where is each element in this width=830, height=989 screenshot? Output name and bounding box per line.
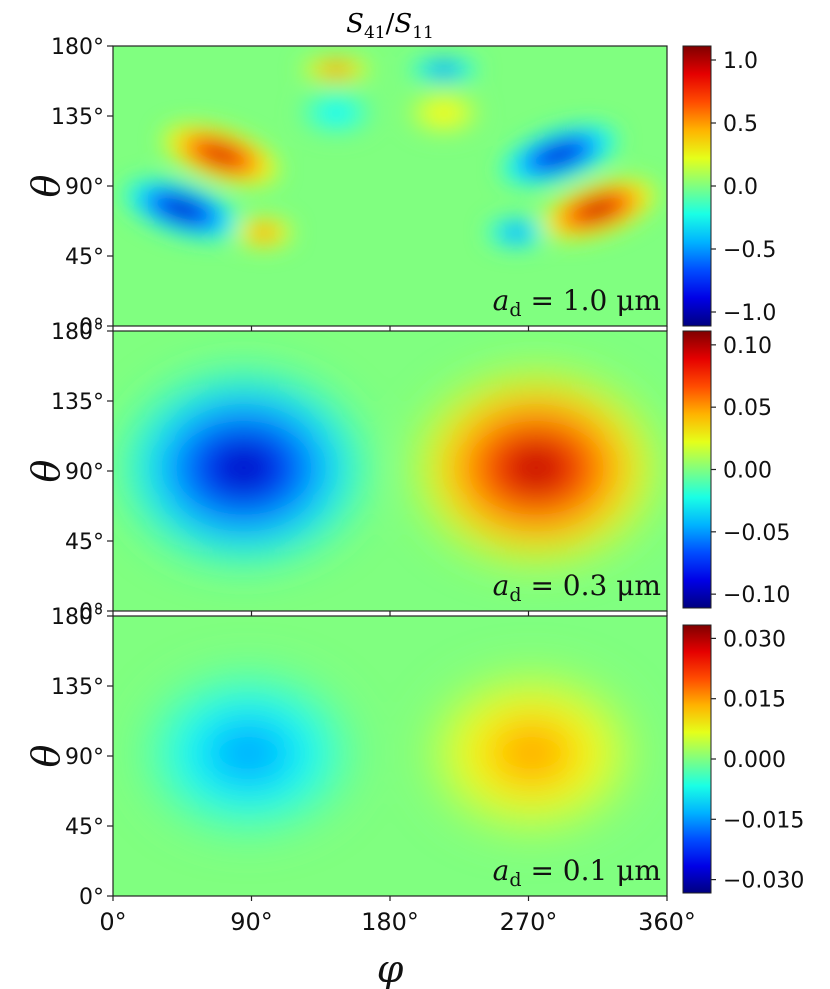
heatmap-top	[122, 57, 658, 249]
y-tick-label-top-1: 45°	[65, 245, 104, 270]
heatmap-cell-bottom-1-6	[516, 741, 547, 765]
colorbar-middle	[682, 330, 712, 609]
colorbar-top	[682, 45, 712, 327]
heatmap-bottom	[143, 672, 637, 833]
heatmap-cell-top-4-6	[259, 230, 269, 235]
y-tick-label-bottom-3: 135°	[51, 675, 104, 700]
y-tick-label-bottom-4: 180°	[51, 605, 104, 630]
y-axis-label-middle: θ	[24, 459, 68, 482]
y-tick-label-top-0: 0°	[79, 315, 104, 340]
y-tick-label-middle-1: 45°	[65, 530, 104, 555]
colorbar-tick-label-top-2: 0.0	[723, 175, 758, 200]
colorbar-tick-label-top-0: 1.0	[723, 49, 758, 74]
colorbar-tick-label-middle-0: 0.10	[723, 334, 772, 359]
colorbar-tick-label-middle-2: 0.00	[723, 459, 772, 484]
y-tick-label-middle-2: 90°	[65, 460, 104, 485]
colorbar-tick-label-bottom-1: 0.015	[723, 688, 786, 713]
heatmap-cell-top-8-6	[330, 109, 342, 116]
heatmap-cell-middle-0-6	[226, 454, 261, 482]
colorbar-tick-label-bottom-3: −0.015	[723, 808, 804, 833]
heatmap-middle	[123, 372, 657, 563]
heatmap-cell-top-7-6	[438, 67, 449, 72]
y-tick-label-top-3: 135°	[51, 105, 104, 130]
colorbar-tick-label-top-1: 0.5	[723, 112, 758, 137]
heatmap-cell-top-0-6	[212, 150, 230, 160]
colorbar-tick-label-bottom-2: 0.000	[723, 748, 786, 773]
colorbar-tick-label-top-3: −0.5	[723, 238, 776, 263]
annotation-bottom: ad = 0.1 μm	[493, 854, 661, 891]
annotation-top: ad = 1.0 μm	[493, 284, 661, 321]
heatmap-cell-top-5-6	[511, 230, 521, 235]
figure-title: S41/S11	[346, 9, 434, 43]
y-tick-label-middle-4: 180°	[51, 320, 104, 345]
x-axis-label: φ	[377, 947, 404, 989]
heatmap-cell-top-1-6	[550, 150, 568, 160]
colorbar-tick-label-middle-4: −0.10	[723, 583, 790, 608]
colorbar-bottom	[682, 624, 712, 894]
heatmap-cell-top-2-6	[173, 204, 191, 214]
y-tick-label-bottom-2: 90°	[65, 745, 104, 770]
heatmap-cell-top-9-6	[438, 109, 450, 116]
y-tick-label-top-4: 180°	[51, 35, 104, 60]
x-tick-label-4: 360°	[638, 908, 696, 936]
y-tick-label-bottom-1: 45°	[65, 815, 104, 840]
x-tick-label-2: 180°	[361, 908, 419, 936]
colorbar-tick-label-top-4: −1.0	[723, 301, 776, 326]
y-tick-label-top-2: 90°	[65, 175, 104, 200]
heatmap-cell-middle-1-6	[519, 454, 554, 482]
heatmap-background-top	[113, 46, 667, 326]
heatmap-cell-top-6-6	[331, 67, 342, 72]
x-tick-label-1: 90°	[230, 908, 273, 936]
colorbar-tick-label-bottom-4: −0.030	[723, 869, 804, 894]
y-tick-label-bottom-0: 0°	[79, 885, 104, 910]
heatmap-cell-bottom-0-6	[233, 741, 264, 765]
y-axis-label-top: θ	[24, 174, 68, 197]
colorbar-tick-label-bottom-0: 0.030	[723, 627, 786, 652]
heatmap-cell-top-3-6	[589, 204, 607, 214]
x-tick-label-0: 0°	[99, 908, 126, 936]
y-tick-label-middle-3: 135°	[51, 390, 104, 415]
x-tick-label-3: 270°	[500, 908, 558, 936]
y-axis-label-bottom: θ	[24, 744, 68, 767]
colorbar-tick-label-middle-3: −0.05	[723, 521, 790, 546]
annotation-middle: ad = 0.3 μm	[493, 569, 661, 606]
y-tick-label-middle-0: 0°	[79, 600, 104, 625]
colorbar-tick-label-middle-1: 0.05	[723, 396, 772, 421]
